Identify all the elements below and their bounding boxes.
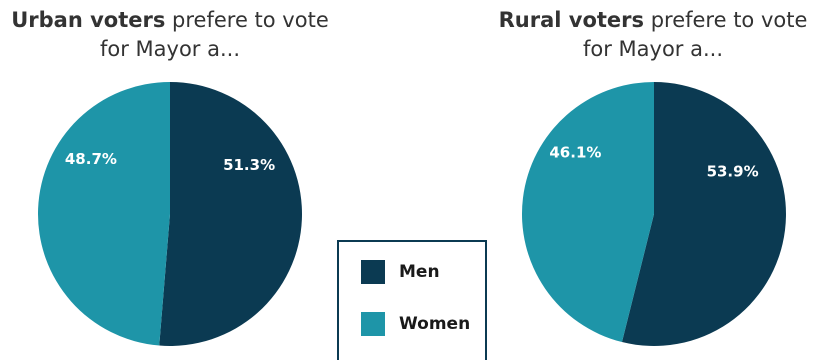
legend-swatch-women — [361, 312, 385, 336]
rural-label-women: 46.1% — [549, 143, 601, 161]
urban-pie: 51.3% 48.7% — [37, 82, 302, 346]
urban-slice-women — [37, 82, 171, 346]
rural-title-line2: for Mayor a... — [582, 37, 724, 61]
rural-label-men: 53.9% — [707, 163, 759, 181]
rural-chart-title: Rural voters prefere to vote for Mayor a… — [483, 6, 814, 64]
urban-chart-title: Urban voters prefere to vote for Mayor a… — [0, 6, 340, 64]
rural-slice-men — [621, 82, 786, 346]
rural-title-rest: prefere to vote — [644, 8, 808, 32]
urban-title-line2: for Mayor a... — [99, 37, 241, 61]
legend-label-men: Men — [399, 262, 440, 282]
legend-item-men: Men — [361, 260, 440, 284]
urban-label-men: 51.3% — [223, 156, 275, 174]
urban-title-bold: Urban voters — [11, 8, 166, 32]
legend-swatch-men — [361, 260, 385, 284]
urban-title-rest: prefere to vote — [165, 8, 329, 32]
rural-pie: 53.9% 46.1% — [521, 82, 786, 346]
rural-title-bold: Rural voters — [498, 8, 645, 32]
legend: Men Women — [337, 240, 487, 360]
rural-slice-women — [521, 82, 654, 343]
urban-slice-men — [159, 82, 302, 346]
urban-label-women: 48.7% — [65, 150, 117, 168]
legend-label-women: Women — [399, 314, 471, 334]
legend-item-women: Women — [361, 312, 470, 336]
